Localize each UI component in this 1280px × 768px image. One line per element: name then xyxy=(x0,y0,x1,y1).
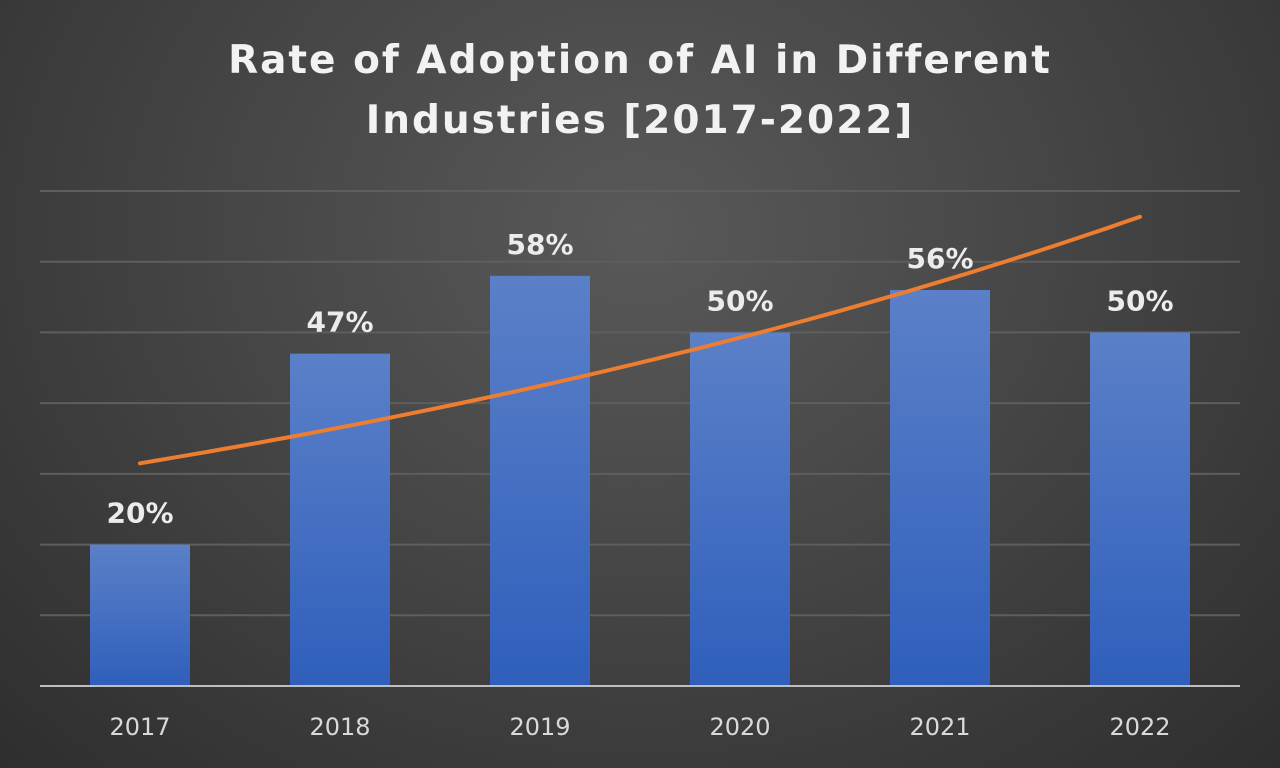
data-label-2020: 50% xyxy=(706,284,773,317)
chart-title: Rate of Adoption of AI in Different Indu… xyxy=(228,38,1052,143)
gridlines xyxy=(40,190,1240,617)
data-label-2021: 56% xyxy=(906,242,973,275)
x-tick-2020: 2020 xyxy=(709,713,770,741)
x-tick-2017: 2017 xyxy=(109,713,170,741)
x-tick-2021: 2021 xyxy=(909,713,970,741)
chart-title-line-2: Industries [2017-2022] xyxy=(366,98,915,143)
bar-2019 xyxy=(490,275,590,686)
bar-2022 xyxy=(1090,332,1190,686)
data-labels: 20% 47% 58% 50% 56% 50% xyxy=(106,228,1173,530)
x-tick-2022: 2022 xyxy=(1109,713,1170,741)
bar-2018 xyxy=(290,353,390,686)
bar-2020 xyxy=(690,332,790,686)
bars xyxy=(90,275,1190,686)
x-tick-2019: 2019 xyxy=(509,713,570,741)
chart-title-line-1: Rate of Adoption of AI in Different xyxy=(228,38,1052,83)
data-label-2022: 50% xyxy=(1106,284,1173,317)
trend-line xyxy=(138,214,1142,466)
data-label-2017: 20% xyxy=(106,497,173,530)
x-tick-2018: 2018 xyxy=(309,713,370,741)
bar-2017 xyxy=(90,544,190,686)
bar-2021 xyxy=(890,290,990,686)
data-label-2018: 47% xyxy=(306,306,373,339)
data-label-2019: 58% xyxy=(506,228,573,261)
x-tick-labels: 2017 2018 2019 2020 2021 2022 xyxy=(109,713,1170,741)
